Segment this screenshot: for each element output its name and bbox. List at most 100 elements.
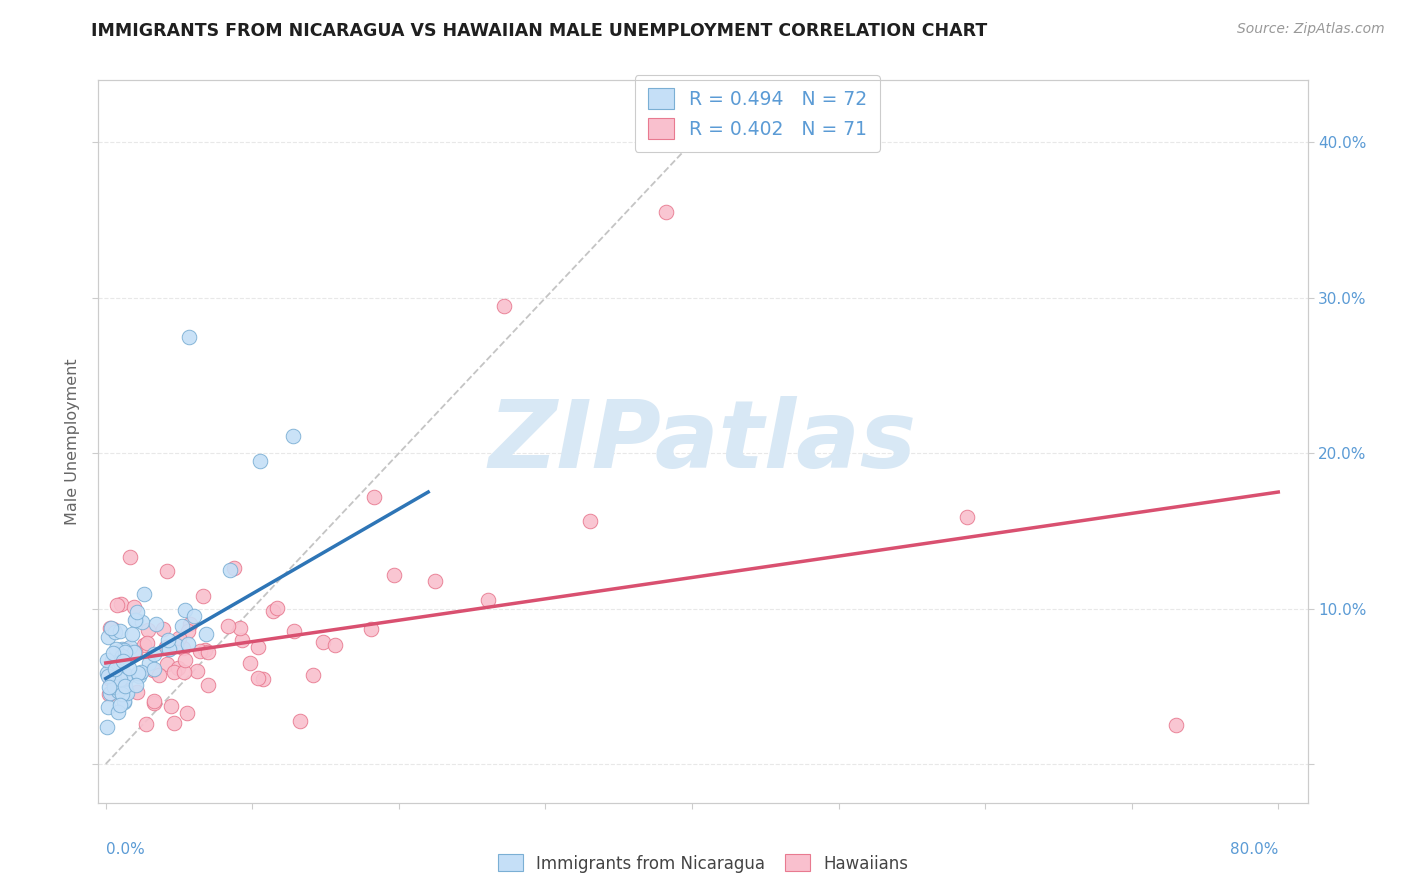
Point	[108, 677, 131, 691]
Point	[177, 637, 200, 651]
Point	[163, 665, 186, 679]
Point	[134, 587, 156, 601]
Point	[186, 664, 208, 678]
Point	[103, 680, 125, 694]
Point	[125, 678, 148, 692]
Point	[115, 685, 138, 699]
Point	[142, 694, 165, 708]
Point	[111, 642, 134, 657]
Point	[96, 665, 118, 680]
Point	[384, 567, 406, 582]
Point	[107, 661, 129, 675]
Point	[172, 641, 194, 656]
Point	[110, 672, 132, 686]
Point	[224, 561, 246, 575]
Point	[142, 647, 165, 661]
Point	[117, 669, 139, 683]
Point	[157, 642, 180, 657]
Point	[160, 699, 183, 714]
Point	[132, 638, 155, 652]
Point	[98, 680, 121, 694]
Point	[145, 617, 167, 632]
Text: Source: ZipAtlas.com: Source: ZipAtlas.com	[1237, 22, 1385, 37]
Point	[121, 627, 143, 641]
Point	[142, 663, 165, 677]
Point	[360, 622, 382, 636]
Point	[494, 299, 516, 313]
Point	[104, 663, 127, 677]
Point	[104, 624, 127, 639]
Point	[108, 698, 131, 713]
Point	[138, 656, 160, 670]
Point	[194, 642, 217, 657]
Y-axis label: Male Unemployment: Male Unemployment	[65, 359, 80, 524]
Point	[118, 640, 141, 654]
Point	[110, 655, 132, 669]
Point	[173, 603, 195, 617]
Point	[167, 632, 190, 646]
Point	[105, 655, 128, 669]
Point	[477, 593, 499, 607]
Point	[96, 630, 118, 644]
Point	[108, 624, 131, 638]
Point	[127, 665, 149, 680]
Point	[654, 205, 676, 219]
Point	[246, 640, 269, 655]
Point	[131, 615, 153, 629]
Point	[323, 639, 346, 653]
Legend: R = 0.494   N = 72, R = 0.402   N = 71: R = 0.494 N = 72, R = 0.402 N = 71	[634, 75, 880, 152]
Point	[246, 671, 269, 685]
Point	[152, 622, 174, 636]
Point	[98, 621, 121, 635]
Point	[122, 645, 145, 659]
Point	[148, 668, 170, 682]
Point	[98, 673, 121, 687]
Point	[125, 613, 148, 627]
Point	[197, 645, 219, 659]
Point	[111, 654, 134, 668]
Point	[101, 658, 124, 673]
Point	[100, 621, 122, 635]
Point	[191, 589, 214, 603]
Point	[1164, 718, 1187, 732]
Point	[97, 699, 120, 714]
Point	[157, 642, 180, 657]
Point	[266, 600, 288, 615]
Point	[107, 705, 129, 719]
Point	[301, 668, 323, 682]
Point	[115, 686, 138, 700]
Point	[127, 605, 149, 619]
Point	[124, 645, 146, 659]
Point	[142, 696, 165, 710]
Point	[97, 686, 120, 700]
Point	[219, 563, 242, 577]
Point	[112, 694, 135, 708]
Point	[252, 673, 274, 687]
Point	[124, 613, 146, 627]
Text: 80.0%: 80.0%	[1230, 842, 1278, 856]
Point	[104, 641, 127, 656]
Point	[165, 638, 187, 652]
Point	[96, 720, 118, 734]
Point	[135, 717, 157, 731]
Point	[956, 509, 979, 524]
Point	[125, 684, 148, 698]
Point	[312, 635, 335, 649]
Text: IMMIGRANTS FROM NICARAGUA VS HAWAIIAN MALE UNEMPLOYMENT CORRELATION CHART: IMMIGRANTS FROM NICARAGUA VS HAWAIIAN MA…	[91, 22, 987, 40]
Point	[197, 678, 219, 692]
Point	[157, 632, 180, 647]
Point	[423, 574, 446, 588]
Point	[112, 642, 135, 657]
Point	[98, 686, 121, 700]
Point	[176, 706, 198, 721]
Point	[195, 626, 218, 640]
Point	[283, 624, 305, 639]
Point	[363, 490, 385, 504]
Point	[262, 604, 284, 618]
Text: ZIPatlas: ZIPatlas	[489, 395, 917, 488]
Point	[283, 429, 305, 443]
Point	[166, 661, 188, 675]
Point	[101, 646, 124, 660]
Point	[118, 660, 141, 674]
Point	[177, 624, 200, 638]
